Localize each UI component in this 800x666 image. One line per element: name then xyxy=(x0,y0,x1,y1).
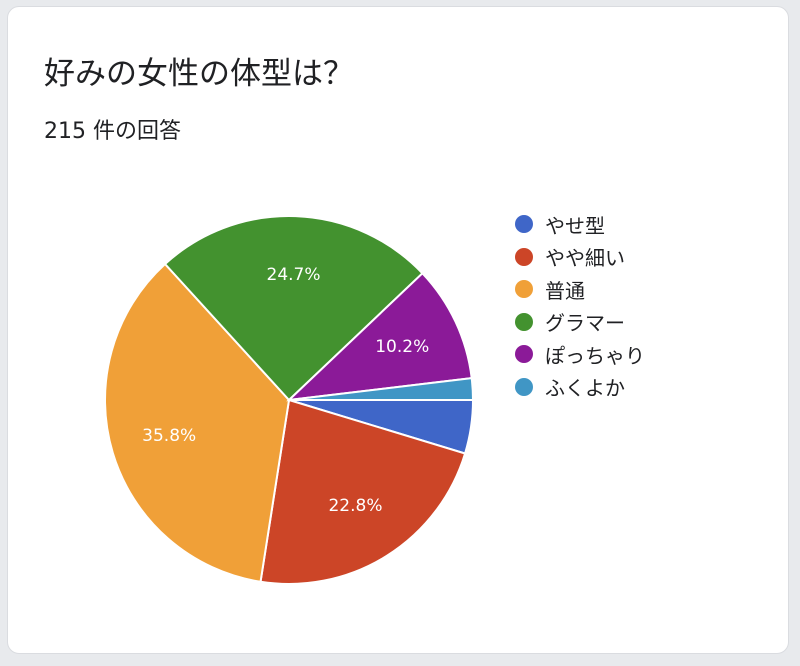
legend-item-6[interactable]: ふくよか xyxy=(515,371,645,404)
pie-slice-5[interactable] xyxy=(286,271,473,402)
pie-slice-3[interactable] xyxy=(104,262,291,583)
pie-slice-6[interactable] xyxy=(288,376,475,401)
question-title: 好みの女性の体型は？ xyxy=(44,56,354,92)
legend-swatch-icon xyxy=(515,377,533,396)
data-label-3: 35.8% xyxy=(142,426,196,446)
legend-item-2[interactable]: やや細い xyxy=(515,241,645,274)
legend-label: グラマー xyxy=(545,311,625,336)
response-count: 215 件の回答 xyxy=(44,119,181,144)
legend-item-5[interactable]: ぽっちゃり xyxy=(515,338,645,371)
data-label-4: 24.7% xyxy=(267,265,321,285)
legend-item-3[interactable]: 普通 xyxy=(515,273,645,306)
pie-slice-2[interactable] xyxy=(259,398,467,585)
legend-swatch-icon xyxy=(515,312,533,331)
legend-item-4[interactable]: グラマー xyxy=(515,306,645,339)
legend-swatch-icon xyxy=(515,280,533,299)
legend-label: ふくよか xyxy=(545,376,625,401)
chart-legend: やせ型やや細い普通グラマーぽっちゃりふくよか xyxy=(515,208,645,403)
data-label-5: 10.2% xyxy=(375,337,429,357)
legend-swatch-icon xyxy=(515,247,533,266)
pie-slice-4[interactable] xyxy=(163,215,424,402)
legend-label: やせ型 xyxy=(545,213,605,238)
legend-label: ぽっちゃり xyxy=(545,343,645,368)
legend-label: 普通 xyxy=(545,278,585,303)
data-label-2: 22.8% xyxy=(328,496,382,516)
legend-swatch-icon xyxy=(515,345,533,364)
legend-swatch-icon xyxy=(515,215,533,234)
legend-item-1[interactable]: やせ型 xyxy=(515,208,645,241)
legend-label: やや細い xyxy=(545,246,625,271)
